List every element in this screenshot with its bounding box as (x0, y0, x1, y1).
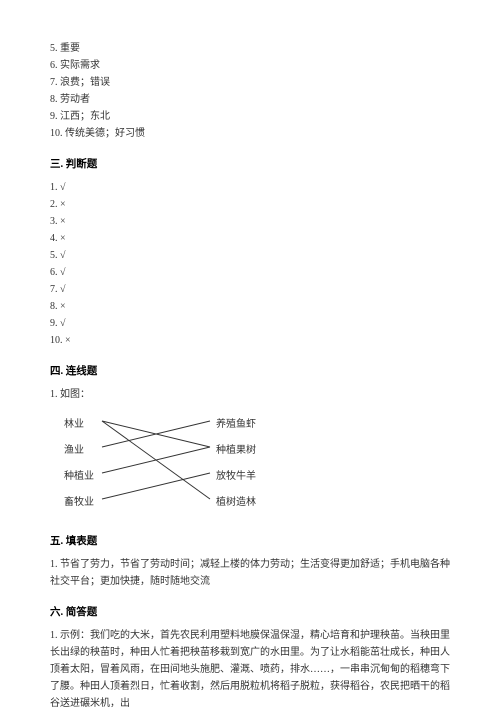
judge-item: 1. √ (50, 179, 450, 196)
match-left-label: 林业 (64, 415, 84, 430)
fill-item: 7. 浪费；错误 (50, 74, 450, 91)
match-edge (102, 447, 210, 473)
judge-item: 4. × (50, 230, 450, 247)
matching-diagram: 林业渔业种植业畜牧业 养殖鱼虾种植果树放牧牛羊植树造林 (58, 409, 318, 519)
fill-item: 10. 传统美德；好习惯 (50, 125, 450, 142)
section-6-content: 1. 示例：我们吃的大米，首先农民利用塑料地膜保温保湿，精心培育和护理秧苗。当秧… (50, 627, 450, 712)
match-right-label: 种植果树 (216, 441, 256, 456)
judge-item: 5. √ (50, 247, 450, 264)
match-right-label: 放牧牛羊 (216, 467, 256, 482)
section-5-title: 五. 填表题 (50, 533, 450, 548)
judge-item: 9. √ (50, 315, 450, 332)
judge-item: 3. × (50, 213, 450, 230)
section-3-title: 三. 判断题 (50, 156, 450, 171)
judge-item: 10. × (50, 332, 450, 349)
match-left-label: 种植业 (64, 467, 94, 482)
judge-item: 2. × (50, 196, 450, 213)
match-right-label: 植树造林 (216, 493, 256, 508)
section-6-title: 六. 简答题 (50, 604, 450, 619)
judge-item: 7. √ (50, 281, 450, 298)
fill-item: 9. 江西；东北 (50, 108, 450, 125)
fill-item: 8. 劳动者 (50, 91, 450, 108)
section-4-intro: 1. 如图： (50, 386, 450, 403)
matching-lines (58, 409, 318, 519)
fill-item: 5. 重要 (50, 40, 450, 57)
match-left-label: 渔业 (64, 441, 84, 456)
fill-item: 6. 实际需求 (50, 57, 450, 74)
match-left-label: 畜牧业 (64, 493, 94, 508)
match-right-label: 养殖鱼虾 (216, 415, 256, 430)
judge-item: 6. √ (50, 264, 450, 281)
match-edge (102, 473, 210, 499)
judge-item: 8. × (50, 298, 450, 315)
section-5-content: 1. 节省了劳力，节省了劳动时间；减轻上楼的体力劳动；生活变得更加舒适；手机电脑… (50, 556, 450, 590)
section-4-title: 四. 连线题 (50, 363, 450, 378)
